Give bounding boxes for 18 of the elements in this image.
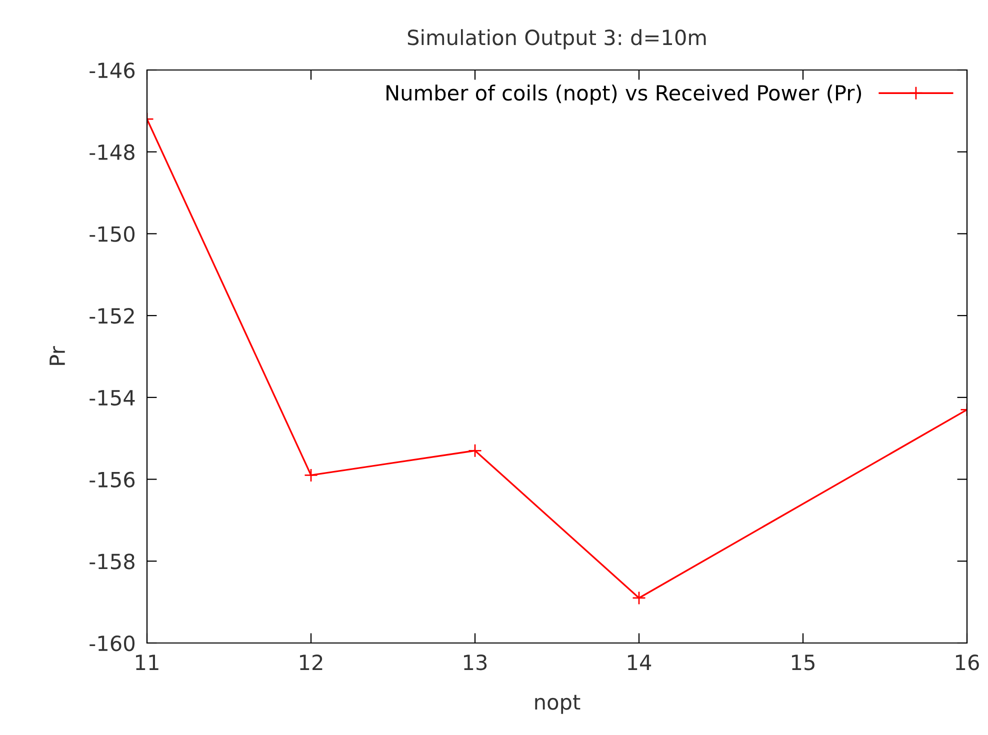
- y-axis-title: Pr: [50, 346, 65, 365]
- x-tick-label: 11: [136, 654, 158, 670]
- y-tick-label: -156: [90, 472, 135, 488]
- y-tick-label: -158: [90, 554, 134, 570]
- x-tick-label: 14: [628, 654, 652, 670]
- x-tick-label: 16: [956, 654, 979, 670]
- x-tick-label: 13: [464, 654, 487, 670]
- x-tick-label: 15: [792, 654, 814, 670]
- y-tick-label: -160: [90, 635, 135, 652]
- y-tick-label: -152: [90, 308, 134, 324]
- legend-label: Number of coils (nopt) vs Received Power (Pr): [386, 84, 862, 105]
- y-tick-label: -148: [90, 144, 134, 160]
- chart-title: Simulation Output 3: d=10m: [408, 29, 706, 50]
- x-tick-label: 12: [300, 654, 322, 670]
- y-tick-label: -154: [90, 390, 135, 406]
- y-tick-label: -150: [90, 226, 135, 242]
- y-tick-label: -146: [90, 62, 135, 78]
- x-axis-title: nopt: [535, 694, 580, 714]
